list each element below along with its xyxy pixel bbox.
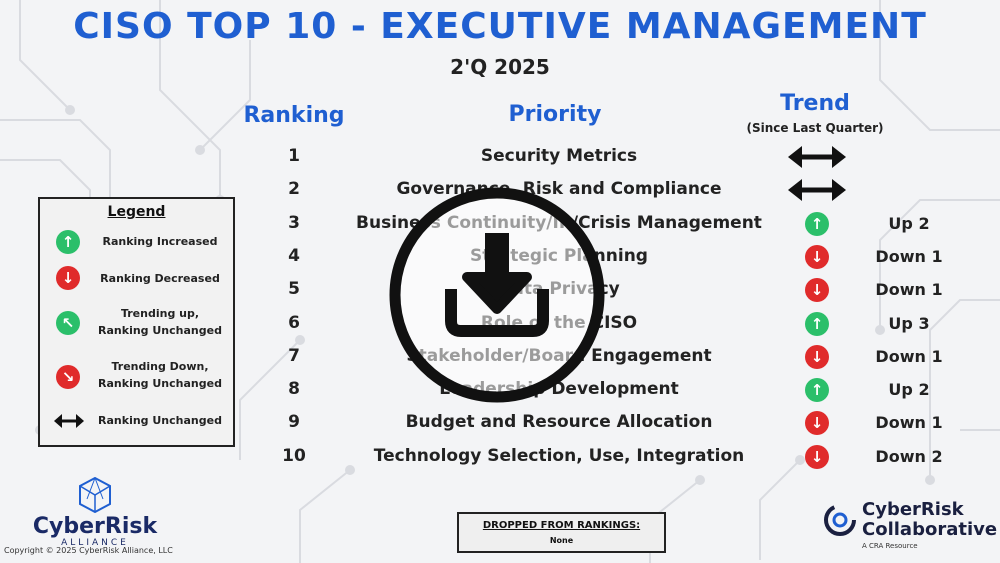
arrow-up-icon: ↑ bbox=[805, 378, 829, 402]
page-subtitle: 2'Q 2025 bbox=[450, 55, 550, 79]
legend-label: Trending up, Ranking Unchanged bbox=[98, 307, 222, 337]
page-title: CISO TOP 10 - EXECUTIVE MANAGEMENT bbox=[73, 6, 927, 47]
trend-change-label: Down 2 bbox=[875, 447, 943, 466]
priority-label: Technology Selection, Use, Integration bbox=[373, 446, 745, 466]
legend-item bbox=[54, 414, 84, 428]
rank-number: 5 bbox=[288, 279, 300, 299]
legend-title: Legend bbox=[107, 204, 166, 220]
rank-number: 9 bbox=[288, 412, 300, 432]
arrow-up-icon: ↑ bbox=[805, 312, 829, 336]
legend-item: ↑ bbox=[56, 230, 80, 254]
legend-item: ↘ bbox=[56, 365, 80, 389]
trend-change-label: Up 2 bbox=[888, 380, 930, 399]
rank-number: 4 bbox=[288, 246, 300, 266]
rank-number: 1 bbox=[288, 146, 300, 166]
arrow-up-icon: ↑ bbox=[805, 212, 829, 236]
legend-label: Trending Down, Ranking Unchanged bbox=[98, 360, 222, 390]
arrow-up-icon: ↑ bbox=[56, 230, 80, 254]
trend-change-label: Up 2 bbox=[888, 214, 930, 233]
brand-right-line2: Collaborative bbox=[862, 519, 998, 540]
arrow-down-icon: ↓ bbox=[805, 411, 829, 435]
rank-number: 6 bbox=[288, 313, 300, 333]
dropped-label: DROPPED FROM RANKINGS: bbox=[482, 520, 641, 531]
double-arrow-icon bbox=[788, 146, 846, 168]
arrow-down-right-icon: ↘ bbox=[56, 365, 80, 389]
arrow-down-icon: ↓ bbox=[805, 278, 829, 302]
priority-column-header: Priority bbox=[508, 102, 602, 127]
trend-change-label: Down 1 bbox=[875, 280, 943, 299]
legend-label: Ranking Increased bbox=[102, 235, 218, 248]
collaborative-ring-icon bbox=[824, 504, 856, 536]
brand-right-tagline: A CRA Resource bbox=[862, 542, 918, 550]
trend-column-header: Trend bbox=[780, 91, 850, 116]
priority-label: Budget and Resource Allocation bbox=[405, 412, 713, 432]
double-arrow-icon bbox=[54, 414, 84, 428]
double-arrow-icon bbox=[788, 179, 846, 201]
ranking-column-header: Ranking bbox=[243, 103, 345, 128]
brand-right-line1: CyberRisk bbox=[862, 499, 964, 520]
rank-number: 7 bbox=[288, 346, 300, 366]
legend-box: Legend ↑ Ranking Increased ↓ Ranking Dec… bbox=[38, 197, 235, 447]
rank-number: 8 bbox=[288, 379, 300, 399]
brand-left-name: CyberRisk bbox=[32, 514, 158, 539]
arrow-up-left-icon: ↖ bbox=[56, 311, 80, 335]
trend-change-label: Down 1 bbox=[875, 247, 943, 266]
rank-number: 2 bbox=[288, 179, 300, 199]
copyright-text: Copyright © 2025 CyberRisk Alliance, LLC bbox=[4, 546, 173, 555]
legend-item: ↓ bbox=[56, 266, 80, 290]
rank-number: 10 bbox=[282, 446, 306, 466]
cyberrisk-alliance-logo: CyberRisk ALLIANCE bbox=[20, 477, 170, 548]
priority-label: Security Metrics bbox=[480, 146, 638, 166]
arrow-down-icon: ↓ bbox=[56, 266, 80, 290]
dropped-value: None bbox=[549, 536, 574, 545]
trend-change-label: Up 3 bbox=[888, 314, 930, 333]
legend-label: Ranking Decreased bbox=[100, 272, 220, 285]
trend-change-label: Down 1 bbox=[875, 347, 943, 366]
legend-label: Ranking Unchanged bbox=[98, 414, 222, 427]
arrow-down-icon: ↓ bbox=[805, 345, 829, 369]
legend-item: ↖ bbox=[56, 311, 80, 335]
polyhedron-logo-icon bbox=[79, 477, 111, 513]
arrow-down-icon: ↓ bbox=[805, 445, 829, 469]
brand-left-sub: ALLIANCE bbox=[61, 538, 129, 548]
dropped-from-rankings-box: DROPPED FROM RANKINGS: None bbox=[457, 512, 666, 553]
trend-change-label: Down 1 bbox=[875, 413, 943, 432]
download-icon[interactable] bbox=[387, 185, 607, 405]
arrow-down-icon: ↓ bbox=[805, 245, 829, 269]
trend-column-subheader: (Since Last Quarter) bbox=[746, 121, 884, 135]
rank-number: 3 bbox=[288, 213, 300, 233]
brand-right-name: CyberRisk Collaborative bbox=[862, 500, 997, 540]
